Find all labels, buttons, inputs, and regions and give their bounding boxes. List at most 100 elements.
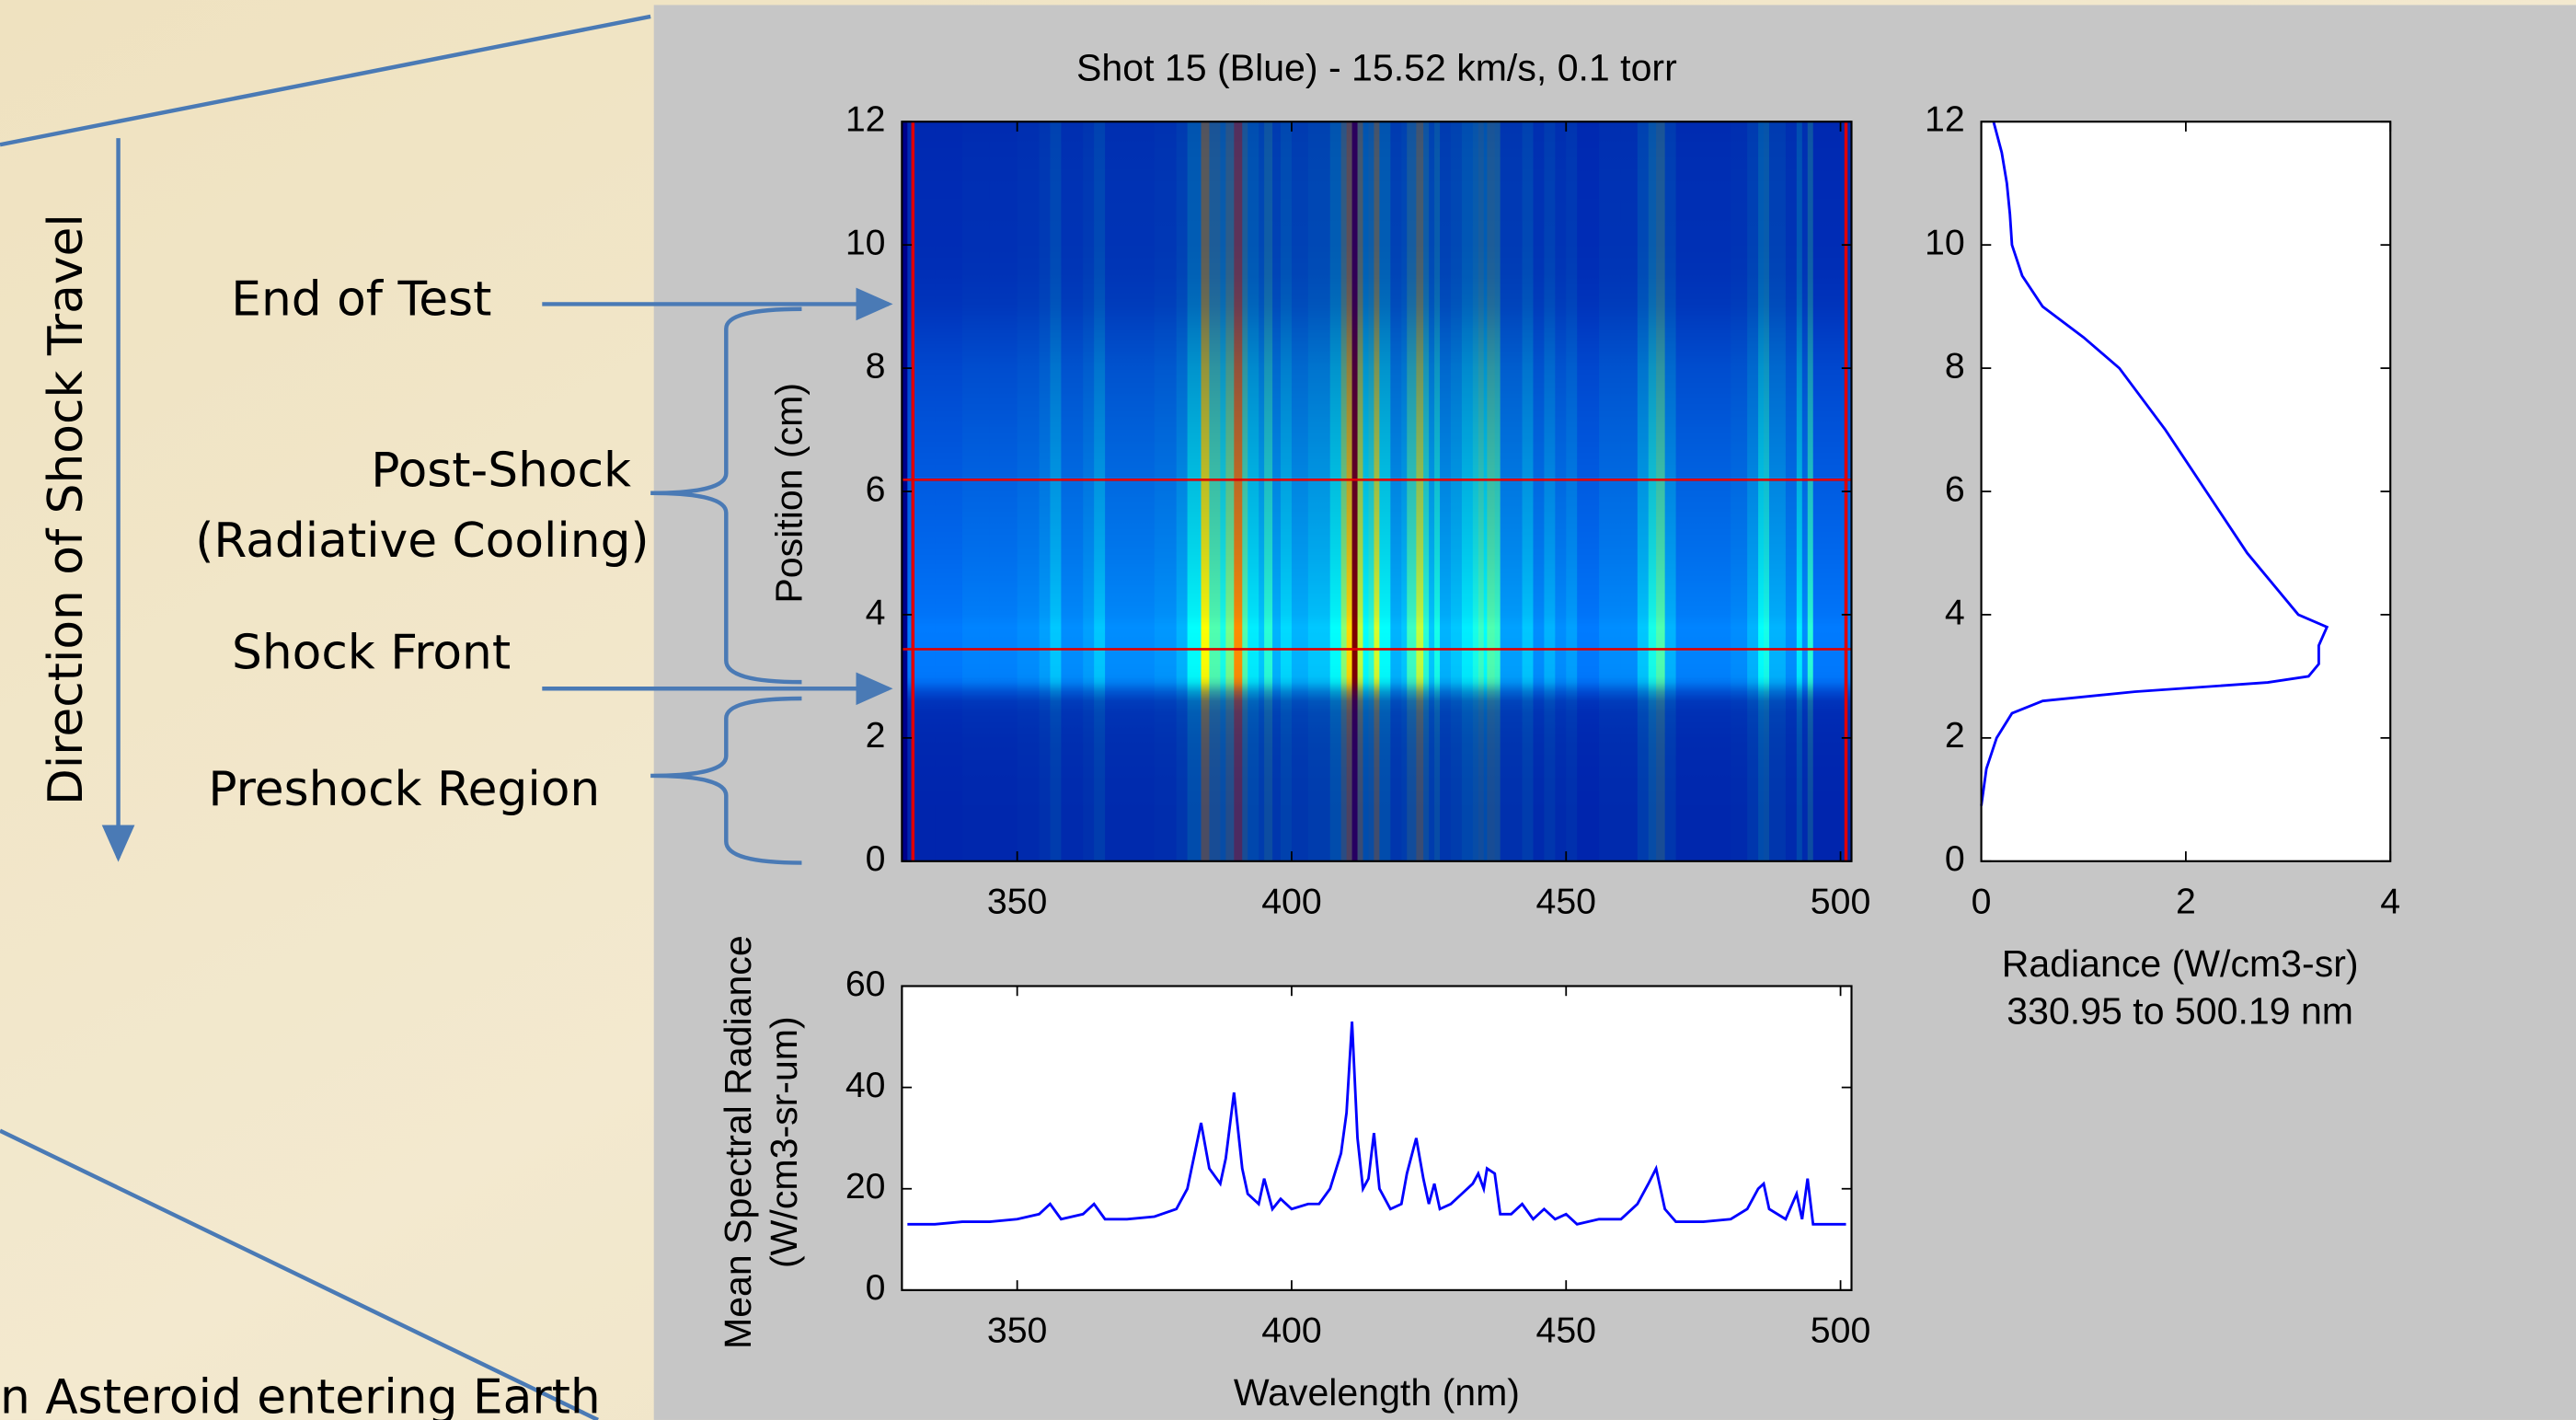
heatmap-column [1351, 121, 1359, 861]
heatmap-column [1785, 121, 1798, 861]
annotation-lines [0, 14, 893, 1420]
heatmap-column [1511, 121, 1524, 861]
heatmap-column [1620, 121, 1639, 861]
annotation: Preshock Region [208, 762, 600, 817]
x-tick-label: 2 [2176, 882, 2196, 922]
heatmap-column [1675, 121, 1705, 861]
heatmap-column [1664, 121, 1677, 861]
heatmap-column [935, 121, 963, 861]
heatmap-column [1039, 121, 1052, 861]
heatmap-column [1429, 121, 1435, 861]
x-axis-label: Radiance (W/cm3-sr) [2002, 942, 2359, 985]
heatmap-column [1796, 121, 1803, 861]
heatmap-column [1478, 121, 1485, 861]
heatmap-column [1440, 121, 1452, 861]
x-tick-label: 4 [2380, 882, 2400, 922]
heatmap-column [1050, 121, 1063, 861]
heatmap-column [1764, 121, 1770, 861]
brace [650, 696, 802, 865]
x-tick-label: 400 [1261, 882, 1322, 922]
heatmap-column [1379, 121, 1392, 861]
heatmap-column [1318, 121, 1331, 861]
heatmap-column [1234, 121, 1243, 861]
y-tick-label: 8 [1945, 345, 1965, 386]
heatmap-column [1461, 121, 1474, 861]
heatmap-column [1201, 121, 1211, 861]
annotation: (Radiative Cooling) [195, 514, 649, 569]
heatmap-column [1807, 121, 1814, 861]
heatmap-column [989, 121, 1018, 861]
heatmap-column [1758, 121, 1765, 861]
y-tick-label: 4 [866, 592, 886, 632]
heatmap-column [1416, 121, 1424, 861]
heatmap-column [1566, 121, 1578, 861]
heatmap-column [1731, 121, 1748, 861]
heatmap-column [1544, 121, 1557, 861]
heatmap-column [1329, 121, 1342, 861]
heatmap-column [1487, 121, 1496, 861]
heatmap-column [1769, 121, 1787, 861]
x-tick-label: 400 [1261, 1310, 1322, 1351]
x-tick-label: 450 [1536, 1310, 1597, 1351]
annotation: Shock Front [232, 626, 511, 681]
heatmap-column [1450, 121, 1463, 861]
y-tick-label: 10 [845, 223, 886, 263]
heatmap-column [1522, 121, 1535, 861]
x-tick-label: 500 [1811, 1310, 1871, 1351]
y-tick-label: 6 [1945, 468, 1965, 509]
heatmap-column [1248, 121, 1259, 861]
heatmap-column [1648, 121, 1657, 861]
annotation: Post-Shock [371, 443, 631, 498]
heatmap-column [1434, 121, 1441, 861]
heatmap-column [1801, 121, 1809, 861]
heatmap-column [1291, 121, 1309, 861]
heatmap-column [1401, 121, 1408, 861]
y-tick-label: 10 [1925, 223, 1965, 263]
heatmap-column [1500, 121, 1512, 861]
zoom-line [0, 14, 651, 147]
heatmap-column [1472, 121, 1479, 861]
chart-title: Shot 15 (Blue) - 15.52 km/s, 0.1 torr [1076, 47, 1677, 89]
y-tick-label: 2 [866, 715, 886, 756]
y-tick-label: 20 [845, 1166, 886, 1206]
heatmap-column [1390, 121, 1402, 861]
y-tick-label: 4 [1945, 592, 1965, 632]
heatmap-column [1272, 121, 1282, 861]
heatmap-column [1346, 121, 1353, 861]
y-axis-label: Position (cm) [768, 383, 811, 604]
heatmap-column [1494, 121, 1501, 861]
heatmap-column [1094, 121, 1106, 861]
heatmap-column [1264, 121, 1273, 861]
y-tick-label: 8 [866, 345, 886, 386]
heatmap-column [1483, 121, 1489, 861]
heatmap-column [1307, 121, 1320, 861]
x-tick-label: 350 [987, 1310, 1048, 1351]
heatmap-column [1259, 121, 1265, 861]
heatmap-column [1533, 121, 1546, 861]
heatmap-column [1812, 121, 1831, 861]
heatmap-column [1363, 121, 1370, 861]
axes-frame [901, 985, 1853, 1291]
heatmap-column [1083, 121, 1095, 861]
heatmap-column [1017, 121, 1041, 861]
heatmap-column [1340, 121, 1348, 861]
y-tick-label: 6 [866, 468, 886, 509]
y-tick-label: 0 [1945, 838, 1965, 879]
data-line [907, 1021, 1846, 1226]
heatmap-column [1577, 121, 1600, 861]
x-tick-label: 350 [987, 882, 1048, 922]
heatmap-column [961, 121, 991, 861]
heatmap-column [1637, 121, 1650, 861]
heatmap-column [1599, 121, 1622, 861]
y-tick-label: 60 [845, 964, 886, 1004]
x-axis-label: 330.95 to 500.19 nm [2007, 990, 2353, 1033]
x-tick-label: 500 [1811, 882, 1871, 922]
heatmap-column [1061, 121, 1084, 861]
y-tick-label: 12 [845, 99, 886, 140]
heatmap-column [1368, 121, 1375, 861]
heatmap-column [1423, 121, 1430, 861]
heatmap-columns [907, 121, 1853, 861]
y-tick-label: 0 [866, 1267, 886, 1308]
data-line [1980, 121, 2329, 806]
